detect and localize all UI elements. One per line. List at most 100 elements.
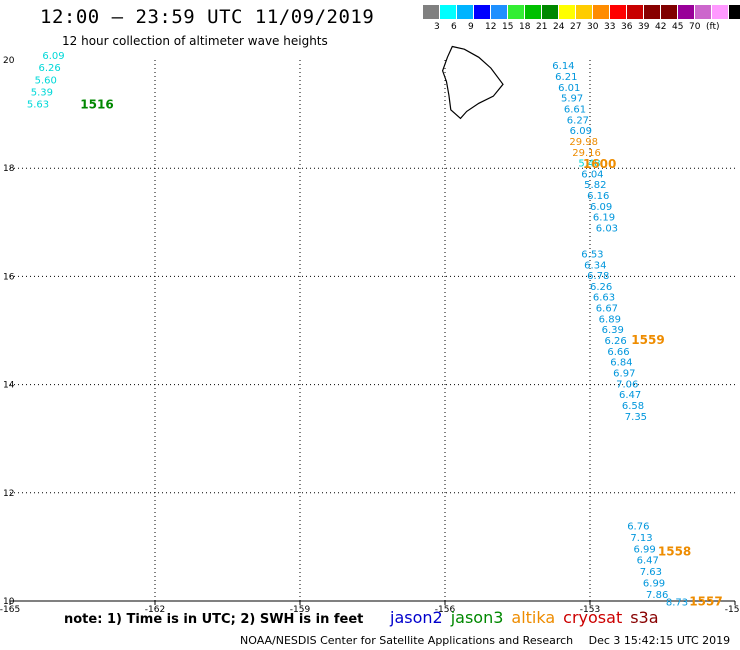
wave-height-value: 6.99	[633, 544, 655, 555]
wave-height-value: 6.67	[596, 304, 618, 315]
wave-height-value: 6.53	[581, 249, 603, 260]
latitude-tick-label: 18	[3, 164, 15, 174]
wave-height-value: 6.03	[596, 223, 618, 234]
color-swatch	[593, 5, 610, 19]
color-swatch	[627, 5, 644, 19]
wave-height-value: 6.21	[555, 72, 577, 83]
map-title: 12:00 – 23:59 UTC 11/09/2019	[40, 6, 375, 28]
color-swatch	[559, 5, 576, 19]
color-swatch	[610, 5, 627, 19]
wave-height-value: 6.34	[584, 260, 606, 271]
wave-height-value: 6.16	[587, 191, 609, 202]
pass-time-label: 1516	[80, 98, 113, 112]
wave-height-value: 6.26	[39, 63, 61, 74]
wave-height-value: 6.99	[643, 578, 665, 589]
wave-height-value: 6.47	[637, 556, 659, 567]
color-swatch	[525, 5, 542, 19]
satellite-legend-item: altika	[511, 608, 556, 627]
wave-height-value: 5.60	[35, 75, 57, 86]
color-scale-label: 42	[655, 22, 667, 32]
wave-height-value: 6.26	[604, 336, 626, 347]
wave-height-value: 6.89	[599, 314, 621, 325]
wave-height-value: 6.84	[610, 358, 632, 369]
satellite-legend-item: cryosat	[563, 608, 623, 627]
wave-height-value: 6.27	[567, 115, 589, 126]
latitude-tick-label: 12	[3, 489, 14, 499]
satellite-legend-item: s3a	[630, 608, 659, 627]
color-swatch	[695, 5, 712, 19]
wave-height-value: 6.09	[42, 51, 64, 62]
color-swatch	[644, 5, 661, 19]
pass-time-label: 1559	[631, 333, 664, 347]
wave-height-value: 29.98	[569, 137, 598, 148]
longitude-tick-label: -150	[725, 605, 740, 615]
color-scale-bar	[423, 5, 740, 19]
longitude-tick-label: -153	[580, 605, 600, 615]
wave-height-value: 6.61	[564, 104, 586, 115]
wave-height-value: 6.01	[558, 83, 580, 94]
color-swatch	[678, 5, 695, 19]
wave-height-value: 5.82	[584, 180, 606, 191]
map-subtitle: 12 hour collection of altimeter wave hei…	[62, 34, 328, 48]
color-scale-label: 6	[451, 22, 457, 32]
color-scale-label: 18	[519, 22, 531, 32]
color-scale-label: 70	[689, 22, 701, 32]
wave-height-value: 6.26	[590, 282, 612, 293]
wave-height-value: 7.06	[616, 379, 638, 390]
wave-height-value: 7.86	[646, 590, 668, 601]
color-scale-label: 30	[587, 22, 599, 32]
color-scale-label: 33	[604, 22, 616, 32]
color-swatch	[491, 5, 508, 19]
color-scale-label: 21	[536, 22, 548, 32]
color-scale-label: 36	[621, 22, 633, 32]
longitude-tick-label: -159	[290, 605, 311, 615]
latitude-tick-label: 14	[3, 381, 15, 391]
satellite-legend-item: jason3	[450, 608, 504, 627]
island-outline	[441, 45, 504, 120]
color-scale-label: 15	[502, 22, 514, 32]
color-swatch	[576, 5, 593, 19]
wave-height-value: 8.73	[666, 597, 688, 608]
wave-height-value: 5.63	[27, 100, 49, 111]
wave-height-value: 6.09	[590, 202, 612, 213]
wave-height-value: 6.47	[619, 390, 641, 401]
satellite-legend: jason2 jason3 altika cryosat s3a	[390, 608, 667, 627]
latitude-tick-label: 16	[3, 272, 15, 282]
wave-height-value: 6.97	[613, 368, 635, 379]
wave-height-value: 6.78	[587, 271, 609, 282]
latitude-tick-label: 10	[3, 597, 15, 607]
color-scale-label: 39	[638, 22, 650, 32]
color-swatch	[729, 5, 740, 19]
wave-height-value: 5.48	[578, 159, 600, 170]
color-scale-label: 27	[570, 22, 582, 32]
wave-height-value: 6.58	[622, 401, 644, 412]
credit-line: NOAA/NESDIS Center for Satellite Applica…	[240, 634, 730, 647]
pass-time-label: 1600	[583, 157, 616, 171]
color-swatch	[542, 5, 559, 19]
wave-height-value: 6.04	[581, 169, 603, 180]
color-scale-label: 12	[485, 22, 497, 32]
longitude-tick-label: -165	[0, 605, 20, 615]
color-swatch	[423, 5, 440, 19]
wave-height-value: 7.35	[625, 412, 647, 423]
color-scale-label: (ft)	[706, 22, 720, 32]
color-scale-label: 9	[468, 22, 474, 32]
color-swatch	[508, 5, 525, 19]
wave-height-value: 5.39	[31, 87, 53, 98]
wave-height-value: 6.66	[607, 347, 629, 358]
wave-height-value: 6.63	[593, 293, 615, 304]
color-swatch	[440, 5, 457, 19]
latitude-tick-label: 20	[3, 56, 15, 66]
color-swatch	[661, 5, 678, 19]
wave-height-value: 6.14	[552, 61, 574, 72]
pass-time-label: 1558	[658, 545, 691, 559]
satellite-legend-item: jason2	[390, 608, 443, 627]
color-swatch	[474, 5, 491, 19]
longitude-tick-label: -162	[145, 605, 165, 615]
color-swatch	[457, 5, 474, 19]
color-scale-label: 3	[434, 22, 440, 32]
generated-timestamp: Dec 3 15:42:15 UTC 2019	[588, 634, 731, 647]
credit-text: NOAA/NESDIS Center for Satellite Applica…	[240, 634, 574, 647]
color-scale-label: 24	[553, 22, 565, 32]
color-scale-label: 45	[672, 22, 684, 32]
